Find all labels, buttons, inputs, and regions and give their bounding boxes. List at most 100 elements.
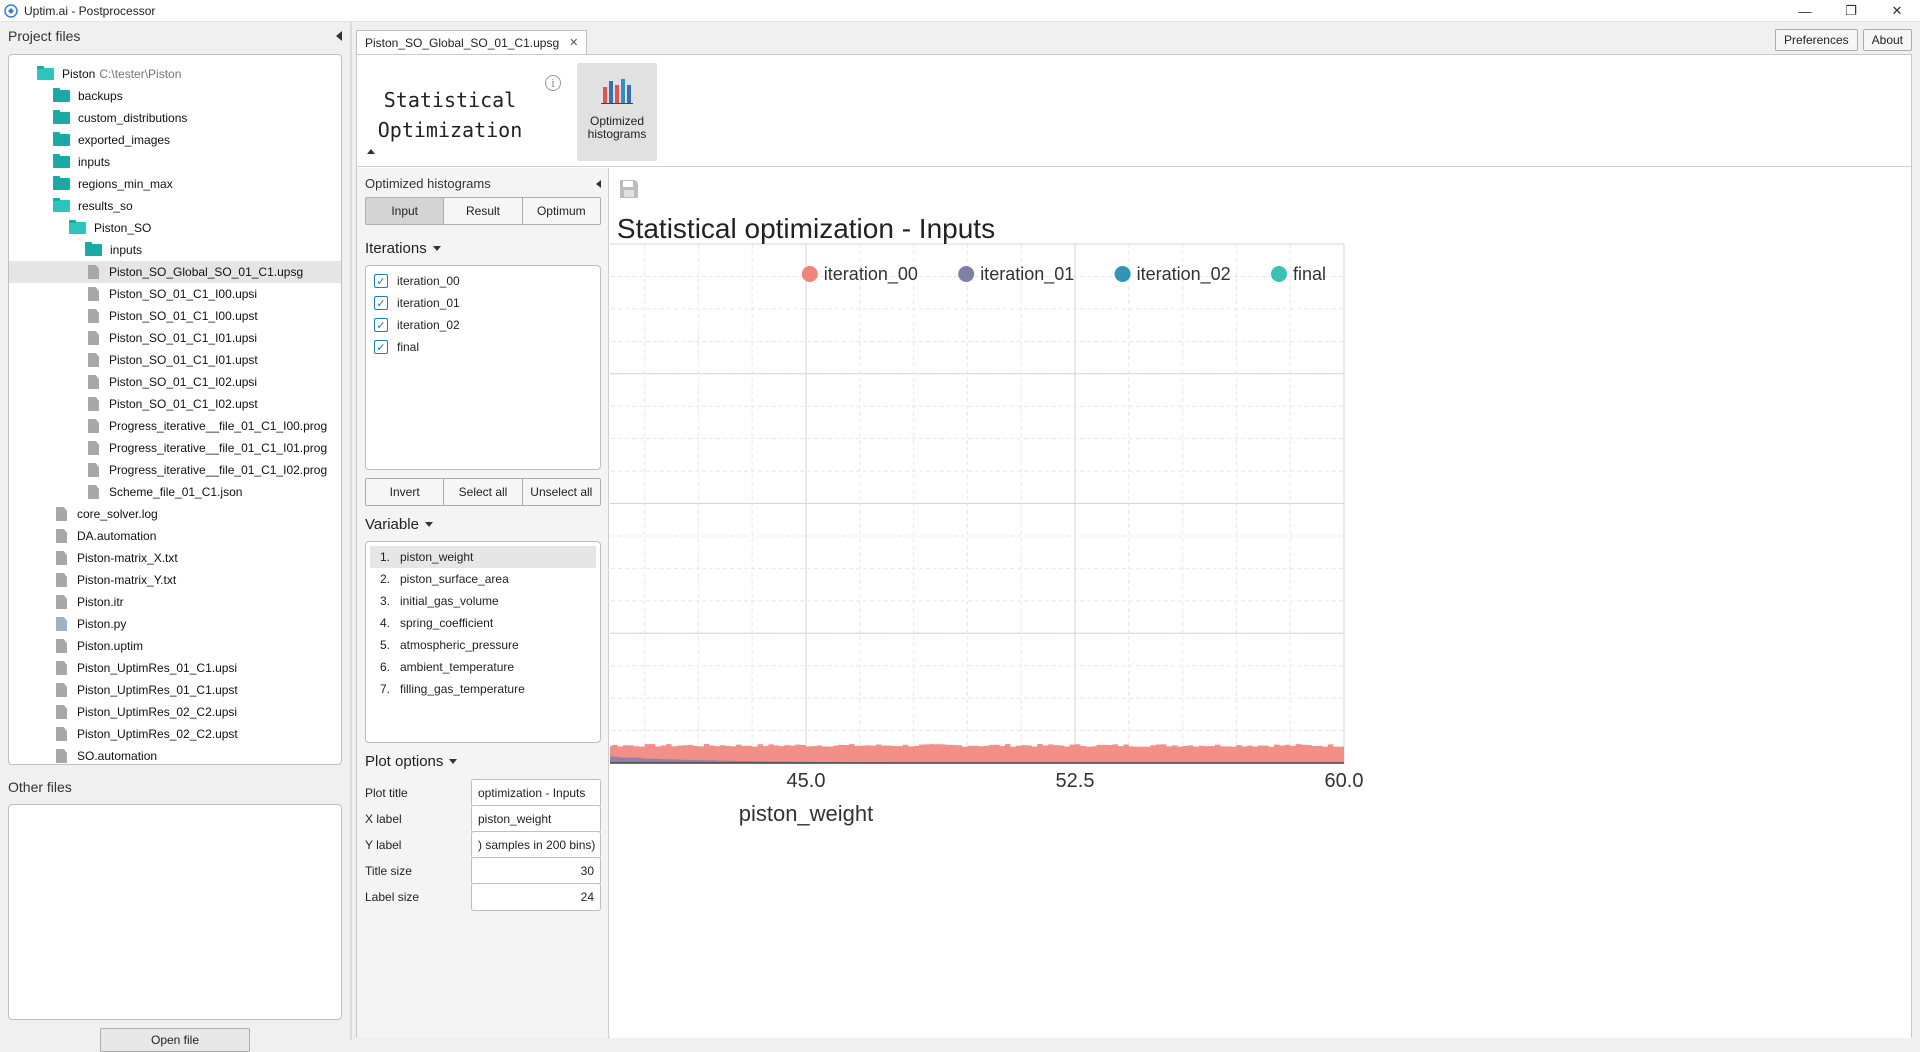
tree-item[interactable]: exported_images [9,129,341,151]
tree-item[interactable]: Piston_UptimRes_01_C1.upsi [9,657,341,679]
tree-item[interactable]: core_solver.log [9,503,341,525]
tree-item-label: custom_distributions [78,111,188,125]
tree-item[interactable]: Progress_iterative__file_01_C1_I00.prog [9,415,341,437]
unselect-all-button[interactable]: Unselect all [522,479,600,505]
folder-open-icon [69,220,86,234]
tree-item[interactable]: Progress_iterative__file_01_C1_I02.prog [9,459,341,481]
plot-option-input[interactable]: 30 [471,857,601,885]
checkbox[interactable]: ✓ [374,296,388,310]
tree-item[interactable]: Piston.itr [9,591,341,613]
tree-item[interactable]: inputs [9,239,341,261]
tree-item-label: Piston-matrix_Y.txt [77,573,177,587]
variable-item[interactable]: 7. filling_gas_temperature [370,678,596,700]
tree-item-label: Piston_UptimRes_01_C1.upsi [77,661,238,675]
restore-button[interactable]: ❐ [1845,3,1857,18]
variable-item[interactable]: 3. initial_gas_volume [370,590,596,612]
save-icon[interactable] [618,178,640,200]
tree-item[interactable]: Piston-matrix_Y.txt [9,569,341,591]
iteration-checkbox-row[interactable]: ✓ iteration_01 [366,292,600,314]
tree-item[interactable]: Piston_SO [9,217,341,239]
plot-option-row: Y label) samples in 200 bins) [365,831,601,859]
folder-icon [53,132,70,146]
iterations-dropdown[interactable]: Iterations [365,240,441,257]
tree-item[interactable]: regions_min_max [9,173,341,195]
plot-option-input[interactable]: piston_weight [471,805,601,833]
variable-item[interactable]: 2. piston_surface_area [370,568,596,590]
mode-input-button[interactable]: Input [366,198,445,224]
tree-item[interactable]: DA.automation [9,525,341,547]
iteration-checkbox-row[interactable]: ✓ iteration_00 [366,270,600,292]
tree-item-label: Piston_SO_01_C1_I00.upst [109,309,258,323]
mode-optimum-button[interactable]: Optimum [522,198,600,224]
project-tree[interactable]: Piston C:\tester\Piston backups custom_dist… [8,54,342,765]
tree-item[interactable]: Piston_SO_01_C1_I00.upsi [9,283,341,305]
tree-item[interactable]: Piston_UptimRes_02_C2.upst [9,723,341,745]
checkbox[interactable]: ✓ [374,318,388,332]
minimize-button[interactable]: — [1798,3,1812,19]
histogram-chart: 30.037.545.052.560.00.03685.37370.511055… [610,213,1363,826]
tree-item[interactable]: Progress_iterative__file_01_C1_I01.prog [9,437,341,459]
tree-item[interactable]: Piston_UptimRes_02_C2.upsi [9,701,341,723]
plot-option-input[interactable]: optimization - Inputs [471,779,601,807]
mode-result-button[interactable]: Result [444,198,523,224]
tree-item[interactable]: Piston_SO_01_C1_I02.upsi [9,371,341,393]
tree-item[interactable]: inputs [9,151,341,173]
variable-item[interactable]: 6. ambient_temperature [370,656,596,678]
variable-item[interactable]: 5. atmospheric_pressure [370,634,596,656]
tree-item-label: Piston_UptimRes_01_C1.upst [77,683,238,697]
checkbox[interactable]: ✓ [374,340,388,354]
tree-item[interactable]: Piston-matrix_X.txt [9,547,341,569]
plot-options-dropdown[interactable]: Plot options [365,753,458,770]
tree-item[interactable]: SO.automation [9,745,341,764]
tree-item-label: backups [78,89,123,103]
chevron-down-icon [449,759,458,764]
checkbox[interactable]: ✓ [374,274,388,288]
tree-item-label: Progress_iterative__file_01_C1_I02.prog [109,463,328,477]
optimized-histograms-button[interactable]: Optimized histograms [577,63,657,161]
file-icon [56,573,67,587]
tree-item[interactable]: Scheme_file_01_C1.json [9,481,341,503]
tree-item[interactable]: Piston.uptim [9,635,341,657]
collapse-left-icon[interactable] [336,31,342,41]
legend-marker [801,266,818,282]
tree-item[interactable]: Piston_UptimRes_01_C1.upst [9,679,341,701]
open-file-button[interactable]: Open file [100,1028,250,1052]
tree-item[interactable]: Piston_SO_01_C1_I01.upsi [9,327,341,349]
collapse-ribbon-icon[interactable] [367,149,375,154]
tree-item[interactable]: custom_distributions [9,107,341,129]
select-all-button[interactable]: Select all [444,479,523,505]
iteration-checkbox-row[interactable]: ✓ final [366,336,600,358]
close-tab-icon[interactable]: ✕ [569,37,579,49]
tree-item[interactable]: Piston_SO_01_C1_I02.upst [9,393,341,415]
tree-item-label: Piston_SO_Global_SO_01_C1.upsg [109,265,304,279]
close-window-button[interactable]: ✕ [1891,3,1903,18]
iteration-checkbox-row[interactable]: ✓ iteration_02 [366,314,600,336]
project-files-label: Project files [8,28,81,44]
collapse-controls-icon[interactable] [596,179,601,188]
preferences-button[interactable]: Preferences [1774,29,1858,51]
tree-item[interactable]: Piston_SO_01_C1_I00.upst [9,305,341,327]
tab-piston-so-global[interactable]: Piston_SO_Global_SO_01_C1.upsg ✕ [356,30,588,54]
tree-item[interactable]: Piston_SO_01_C1_I01.upst [9,349,341,371]
variable-item[interactable]: 1. piston_weight [370,546,596,568]
info-icon[interactable]: i [545,75,561,91]
plot-option-input[interactable]: ) samples in 200 bins) [471,831,601,859]
about-button[interactable]: About [1862,29,1912,51]
tree-item[interactable]: Piston_SO_Global_SO_01_C1.upsg [9,261,341,283]
file-icon [56,529,67,543]
file-icon [88,287,99,301]
histogram-series-iteration_01 [610,756,1344,763]
tree-item[interactable]: results_so [9,195,341,217]
bar-chart-icon [601,79,633,104]
tree-item[interactable]: Piston C:\tester\Piston [9,63,341,85]
variable-dropdown[interactable]: Variable [365,516,433,533]
tree-item[interactable]: Piston.py [9,613,341,635]
plot-option-input[interactable]: 24 [471,883,601,911]
other-files-list[interactable] [8,804,342,1020]
tree-item-label: Progress_iterative__file_01_C1_I01.prog [109,441,328,455]
panel-splitter[interactable] [350,22,352,1040]
variable-item[interactable]: 4. spring_coefficient [370,612,596,634]
invert-button[interactable]: Invert [366,479,445,505]
folder-icon [53,88,70,102]
tree-item[interactable]: backups [9,85,341,107]
